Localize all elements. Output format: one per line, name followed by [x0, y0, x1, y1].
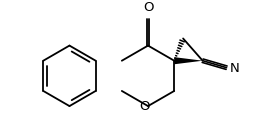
Text: O: O [143, 1, 153, 14]
Polygon shape [174, 57, 203, 64]
Text: O: O [139, 100, 150, 113]
Text: N: N [230, 62, 240, 75]
